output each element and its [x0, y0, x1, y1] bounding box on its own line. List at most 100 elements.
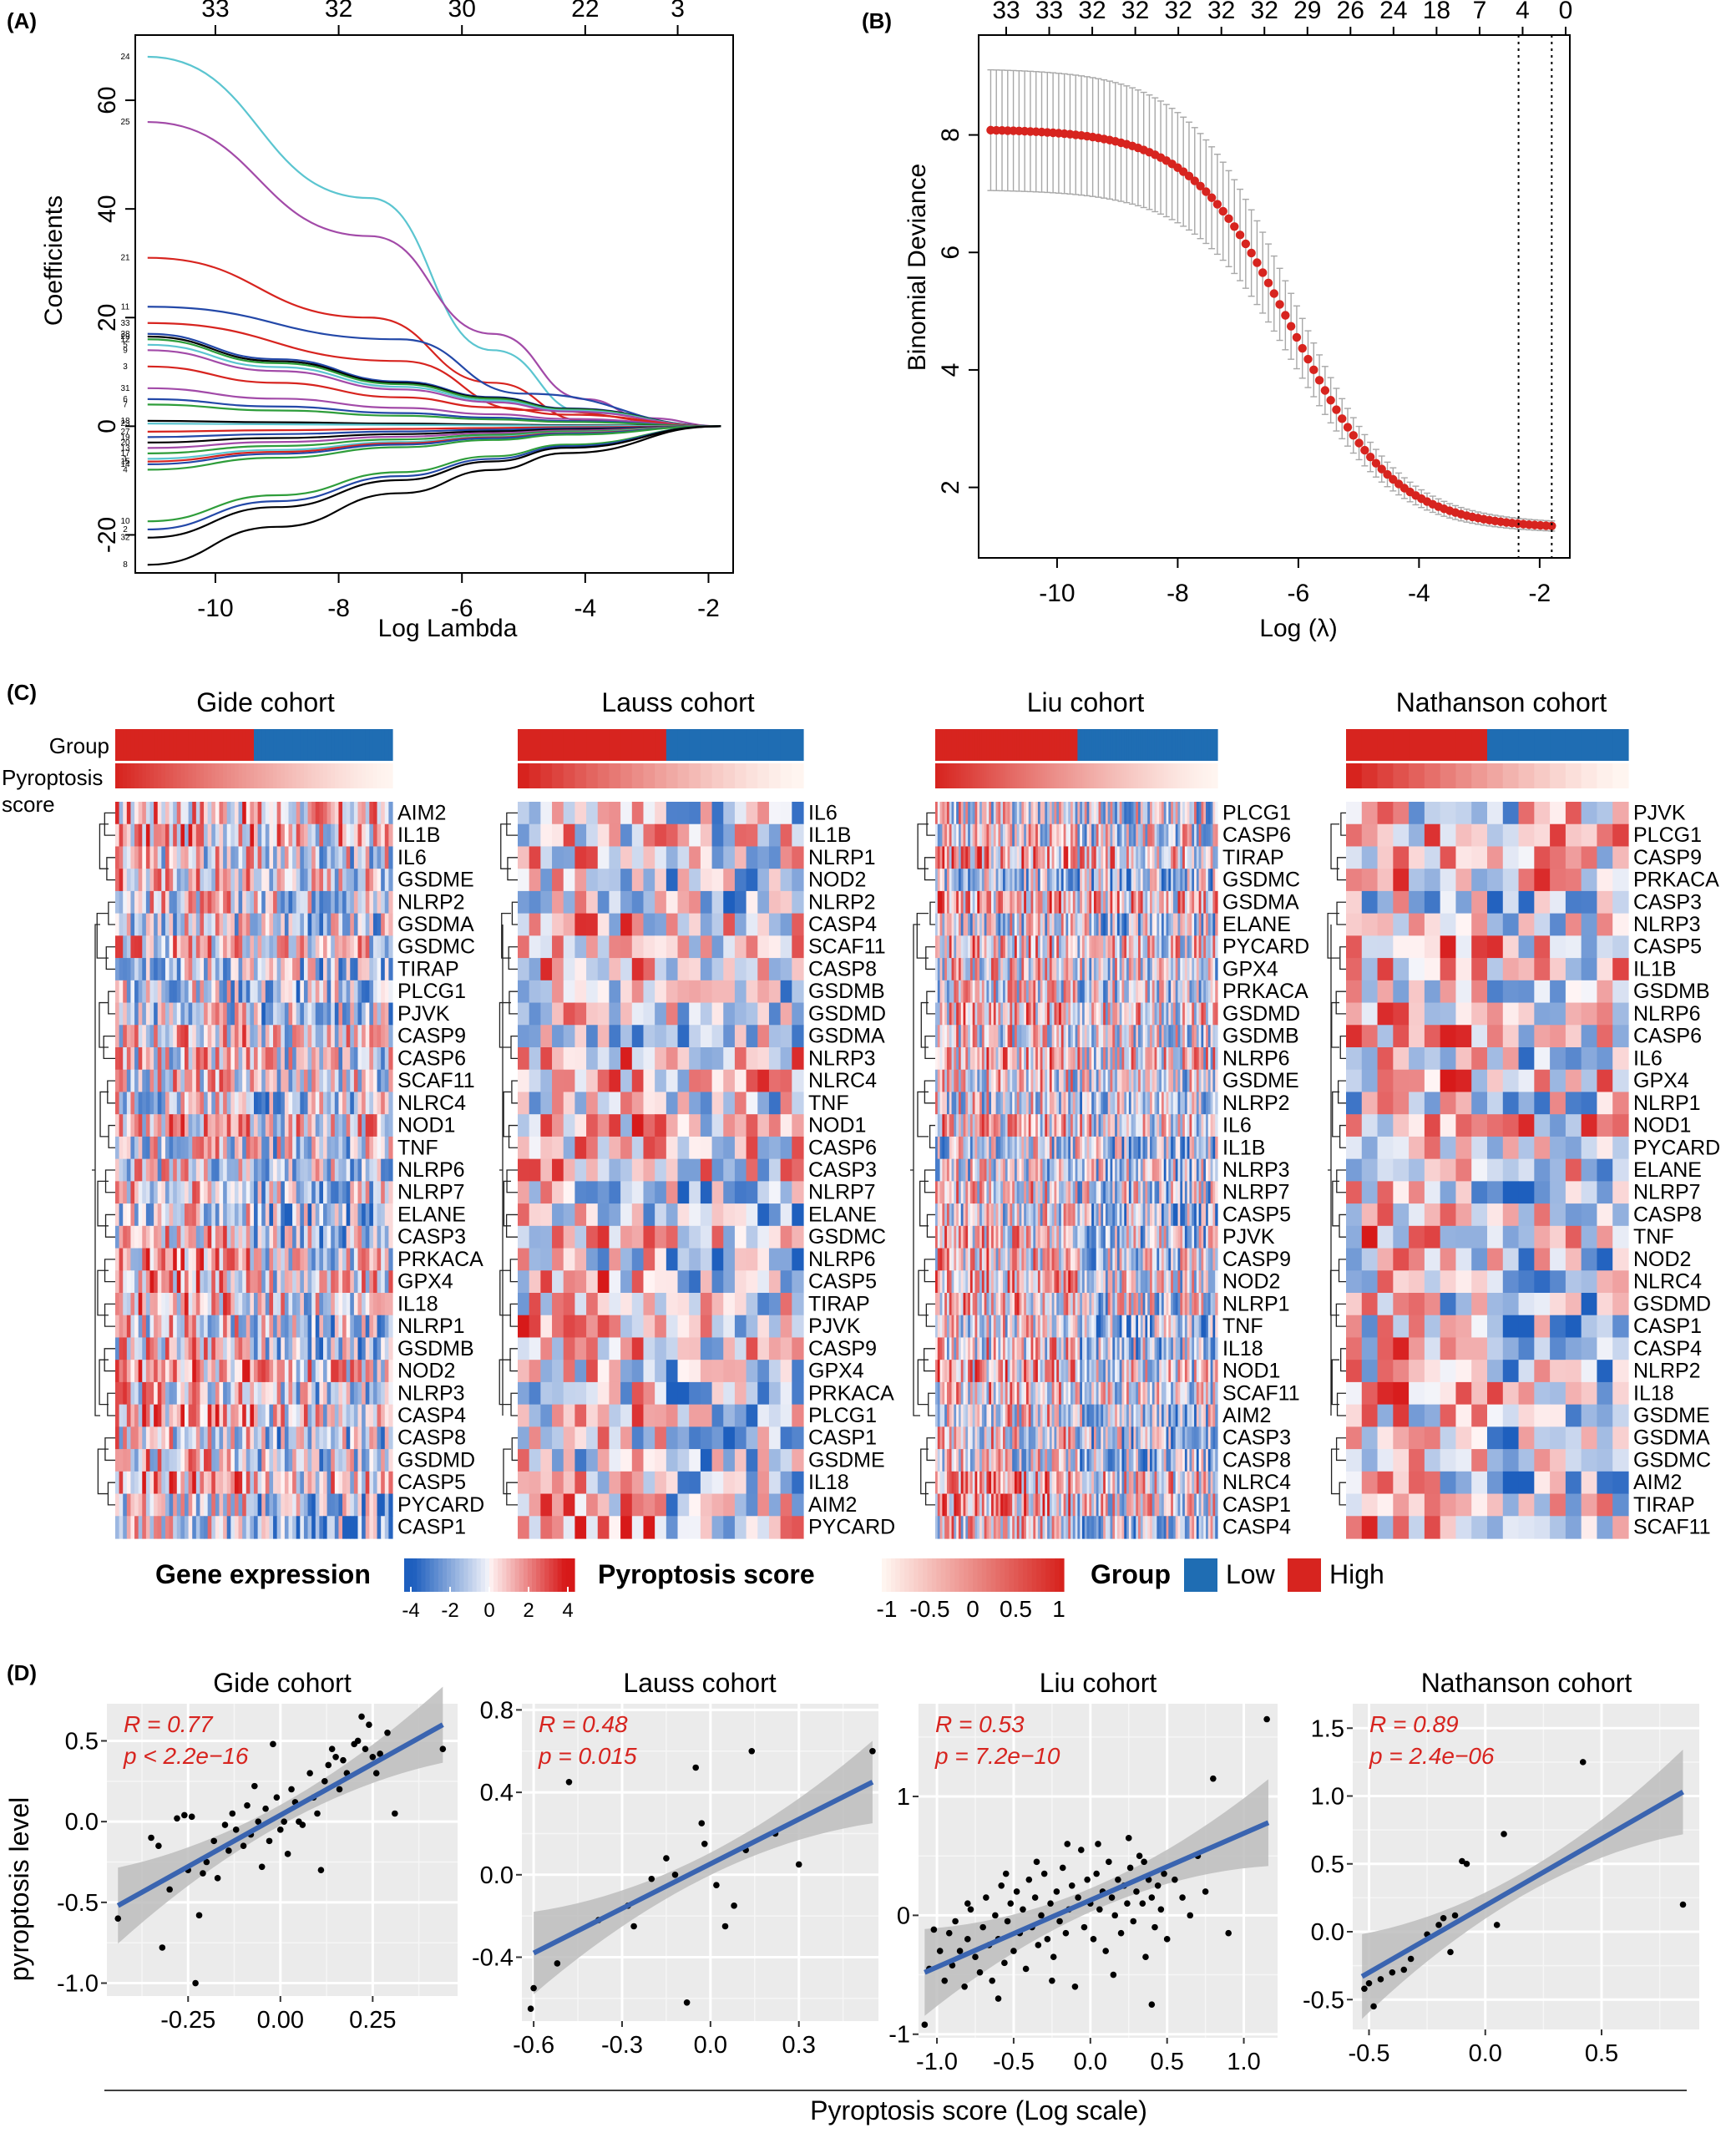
heatmap-cell	[211, 1225, 216, 1249]
heatmap-gene-label: SCAF11	[808, 935, 886, 959]
heatmap-cell	[723, 1002, 736, 1026]
heatmap-cell	[192, 1114, 197, 1137]
group-bar-cell	[338, 729, 343, 761]
heatmap-cell	[234, 1136, 240, 1160]
heatmap-gene-label: PRKACA	[808, 1381, 894, 1405]
heatmap-cell	[381, 1381, 386, 1406]
panel-a-path-label: 3	[123, 362, 128, 372]
heatmap-cell	[134, 1203, 139, 1227]
heatmap-cell	[296, 869, 301, 892]
heatmap-cell	[242, 1002, 247, 1026]
heatmap-cell	[303, 1449, 309, 1472]
score-bar-cell	[353, 763, 359, 788]
group-bar-cell	[223, 729, 228, 761]
heatmap-cell	[552, 1360, 564, 1383]
heatmap-cell	[230, 1270, 235, 1294]
score-bar-cell	[142, 763, 147, 788]
heatmap-cell	[315, 1114, 320, 1137]
heatmap-cell	[284, 1315, 290, 1339]
heatmap-cell	[176, 1337, 181, 1360]
heatmap-cell	[188, 823, 193, 848]
heatmap-cell	[303, 1381, 309, 1406]
heatmap-cell	[273, 1114, 278, 1137]
heatmap-cell	[700, 846, 713, 869]
heatmap-cell	[192, 890, 197, 915]
heatmap-cell	[609, 802, 621, 825]
heatmap-cell	[963, 890, 966, 915]
heatmap-cell	[574, 1203, 587, 1227]
heatmap-cell	[169, 935, 174, 959]
heatmap-cell	[984, 823, 988, 848]
heatmap-cell	[1042, 846, 1045, 869]
heatmap-cell	[1021, 802, 1025, 825]
heatmap-cell	[269, 1293, 274, 1316]
heatmap-cell	[768, 1248, 782, 1271]
panel-b-point	[1275, 300, 1284, 309]
heatmap-cell	[563, 1270, 575, 1294]
heatmap-cell	[609, 1337, 621, 1360]
heatmap-cell	[292, 913, 297, 936]
heatmap-cell	[586, 980, 599, 1004]
heatmap-cell	[1184, 802, 1188, 825]
heatmap-cell	[319, 1449, 324, 1472]
heatmap-cell	[989, 802, 992, 825]
heatmap-cell	[574, 1114, 587, 1137]
heatmap-cell	[188, 1449, 193, 1472]
heatmap-cell	[1070, 913, 1074, 936]
heatmap-cell	[574, 1047, 587, 1071]
group-bar-cell	[631, 729, 645, 761]
heatmap-cell	[257, 1493, 262, 1517]
score-bar-cell	[276, 763, 281, 788]
heatmap-cell	[334, 1270, 340, 1294]
heatmap-cell	[1040, 890, 1044, 915]
heatmap-cell	[689, 1381, 701, 1406]
heatmap-cell	[154, 1069, 159, 1093]
panel-b-point	[1263, 278, 1273, 288]
heatmap-cell	[350, 1381, 355, 1406]
heatmap-cell	[357, 958, 362, 981]
heatmap-cell	[1051, 890, 1055, 915]
heatmap-cell	[188, 846, 193, 869]
heatmap-cell	[250, 1025, 255, 1048]
heatmap-cell	[357, 802, 362, 825]
score-bar-cell	[518, 763, 530, 788]
heatmap-cell	[1016, 869, 1020, 892]
group-bar-cell	[995, 729, 1000, 761]
heatmap-cell	[369, 1114, 374, 1137]
panel-a-xtick-label: -8	[327, 595, 350, 622]
heatmap-cell	[620, 1404, 633, 1427]
heatmap-cell	[284, 1002, 290, 1026]
score-bar-cell	[1206, 763, 1209, 788]
heatmap-cell	[974, 890, 978, 915]
heatmap-cell	[1159, 846, 1162, 869]
heatmap-cell	[265, 1002, 271, 1026]
heatmap-cell	[173, 890, 178, 915]
heatmap-cell	[631, 846, 645, 869]
heatmap-cell	[334, 1426, 340, 1450]
score-bar-cell	[1119, 763, 1123, 788]
heatmap-cell	[180, 846, 185, 869]
heatmap-cell	[195, 1471, 201, 1495]
heatmap-cell	[757, 1158, 770, 1182]
group-bar-cell	[200, 729, 205, 761]
heatmap-cell	[353, 1449, 359, 1472]
heatmap-cell	[276, 1158, 281, 1182]
heatmap-cell	[1105, 913, 1109, 936]
heatmap-cell	[219, 1337, 224, 1360]
heatmap-cell	[138, 1181, 143, 1204]
heatmap-cell	[115, 1315, 120, 1339]
heatmap-cell	[792, 1270, 804, 1294]
heatmap-cell	[234, 1360, 240, 1383]
heatmap-cell	[303, 1516, 309, 1539]
heatmap-cell	[219, 1493, 224, 1517]
heatmap-cell	[215, 1225, 220, 1249]
group-bar-cell	[276, 729, 281, 761]
heatmap-cell	[265, 1493, 271, 1517]
heatmap-cell	[381, 1404, 386, 1427]
heatmap-cell	[677, 1225, 690, 1249]
heatmap-cell	[757, 1516, 770, 1539]
heatmap-cell	[161, 1203, 166, 1227]
heatmap-cell	[384, 1449, 389, 1472]
heatmap-cell	[300, 980, 305, 1004]
heatmap-cell	[357, 1069, 362, 1093]
